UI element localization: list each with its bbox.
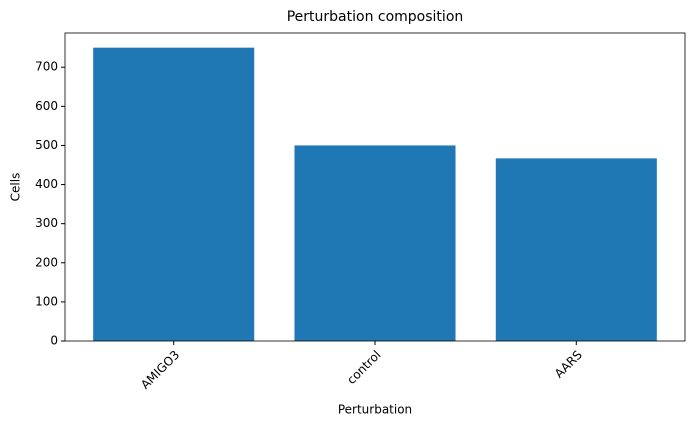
y-tick-label: 700 <box>35 60 58 74</box>
bar <box>93 47 255 342</box>
y-axis-label: Cells <box>9 173 23 202</box>
x-tick-label: AARS <box>552 348 585 381</box>
x-tick-label: AMIGO3 <box>138 348 182 392</box>
y-tick-label: 600 <box>35 99 58 113</box>
bar <box>294 145 456 341</box>
plot-frame <box>64 32 686 342</box>
y-tick-label: 400 <box>35 177 58 191</box>
y-tick-label: 100 <box>35 294 58 308</box>
x-tick-label: control <box>344 348 383 387</box>
y-tick-label: 0 <box>50 334 58 348</box>
bar <box>495 158 657 341</box>
y-tick-label: 200 <box>35 255 58 269</box>
y-tick-label: 500 <box>35 138 58 152</box>
y-tick-label: 300 <box>35 216 58 230</box>
chart-title: Perturbation composition <box>287 9 464 25</box>
x-axis-label: Perturbation <box>338 403 412 417</box>
